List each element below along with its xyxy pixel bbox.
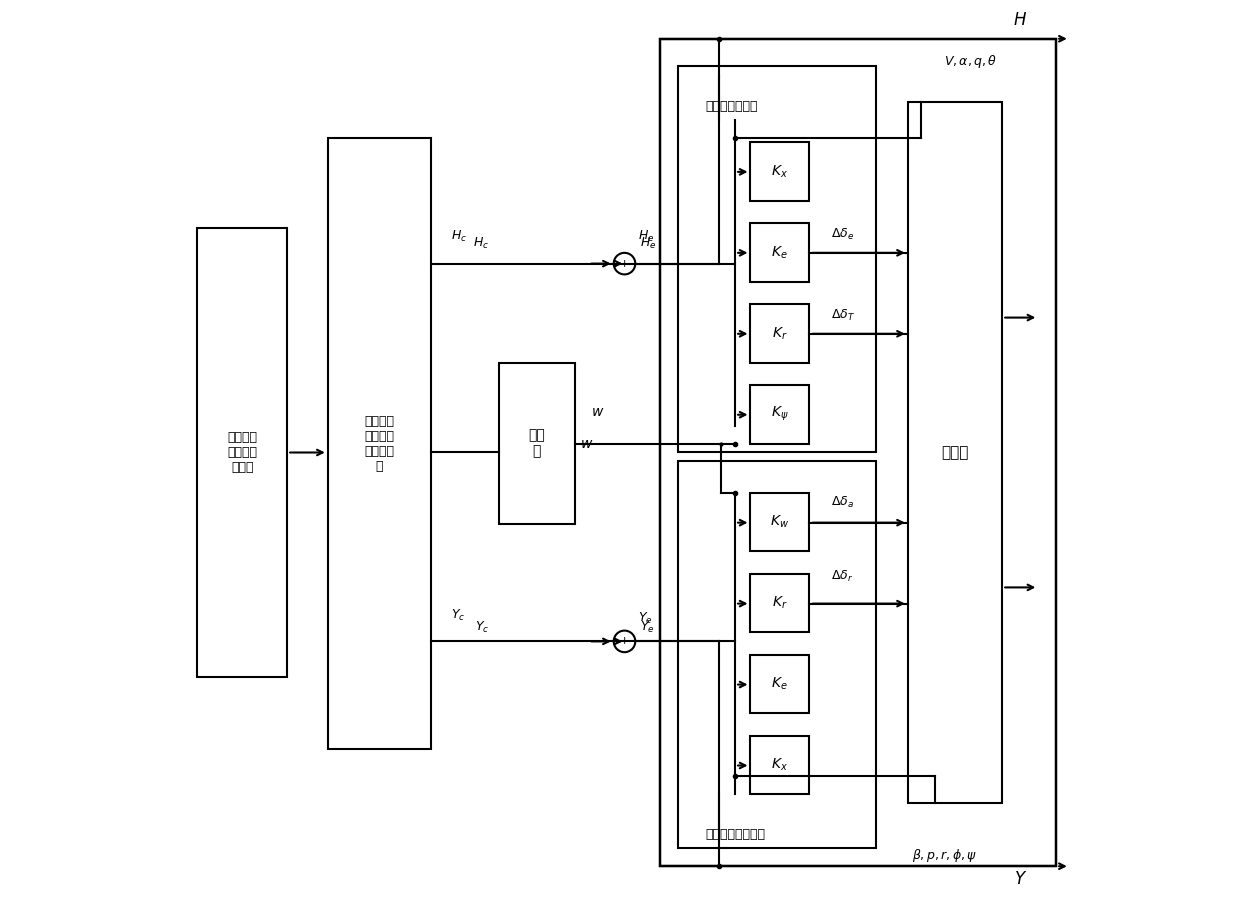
Bar	[678, 66, 877, 452]
Text: $\Delta\delta_T$: $\Delta\delta_T$	[831, 309, 856, 323]
Bar	[750, 493, 808, 551]
Text: $K_x$: $K_x$	[771, 163, 789, 179]
Text: 舰载机: 舰载机	[941, 445, 968, 460]
Text: $H_c$: $H_c$	[451, 229, 467, 243]
Text: $K_\psi$: $K_\psi$	[771, 405, 789, 424]
Bar	[750, 574, 808, 633]
Text: 横侧向预见控制器: 横侧向预见控制器	[706, 828, 765, 842]
Bar	[750, 655, 808, 713]
Text: $\Delta\delta_a$: $\Delta\delta_a$	[831, 494, 854, 510]
Text: $H_e$: $H_e$	[639, 229, 655, 243]
Text: $K_e$: $K_e$	[771, 676, 787, 692]
Text: $w$: $w$	[591, 405, 605, 419]
Text: +: +	[620, 259, 629, 269]
Text: $H_c$: $H_c$	[474, 236, 490, 252]
Text: $\beta,p,r,\phi,\psi$: $\beta,p,r,\phi,\psi$	[913, 847, 977, 864]
Bar	[197, 228, 288, 677]
Text: $w$: $w$	[579, 436, 593, 451]
Text: +: +	[620, 636, 629, 646]
Text: $K_w$: $K_w$	[770, 514, 789, 530]
Text: $Y_c$: $Y_c$	[475, 620, 490, 635]
Bar	[908, 101, 1002, 804]
Bar	[750, 304, 808, 363]
Bar	[750, 736, 808, 795]
Text: 纵向预见控制器: 纵向预见控制器	[706, 100, 758, 113]
Bar	[661, 39, 1056, 866]
Text: $K_e$: $K_e$	[771, 244, 787, 261]
Text: $H_e$: $H_e$	[640, 236, 656, 252]
Bar	[498, 363, 575, 525]
Text: 舰尾
流: 舰尾 流	[528, 428, 546, 459]
Text: $Y$: $Y$	[1013, 872, 1027, 888]
Text: $K_r$: $K_r$	[771, 325, 787, 341]
Bar	[678, 462, 877, 848]
Text: $K_r$: $K_r$	[771, 595, 787, 612]
Bar	[750, 224, 808, 281]
Text: $V,\alpha,q,\theta$: $V,\alpha,q,\theta$	[944, 52, 997, 70]
Bar	[327, 138, 432, 749]
Text: $Y_e$: $Y_e$	[639, 611, 652, 626]
Text: $\Delta\delta_r$: $\Delta\delta_r$	[831, 569, 853, 584]
Text: $K_x$: $K_x$	[771, 757, 789, 773]
Text: 基于粒子
滤波的甲
板预测: 基于粒子 滤波的甲 板预测	[227, 431, 257, 474]
Bar	[750, 385, 808, 443]
Text: 着舰指令
与下滑基
准轨迹生
成: 着舰指令 与下滑基 准轨迹生 成	[365, 414, 394, 472]
Text: $Y_e$: $Y_e$	[640, 620, 655, 635]
Text: $\Delta\delta_e$: $\Delta\delta_e$	[831, 227, 854, 243]
Text: $Y_c$: $Y_c$	[451, 608, 465, 624]
Bar	[750, 142, 808, 201]
Text: $H$: $H$	[1013, 13, 1027, 29]
